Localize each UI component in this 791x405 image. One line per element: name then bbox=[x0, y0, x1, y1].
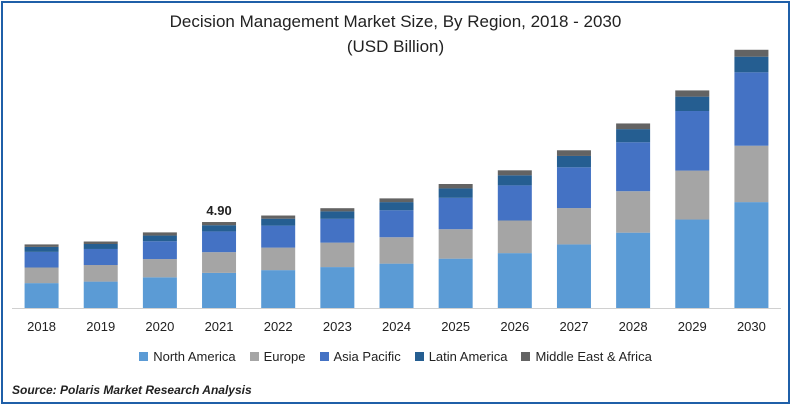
bar-2022-latin-america bbox=[261, 218, 296, 226]
legend-swatch bbox=[319, 352, 329, 361]
legend-swatch bbox=[414, 352, 424, 361]
legend-label: Latin America bbox=[428, 349, 508, 364]
x-tick-label: 2019 bbox=[86, 319, 115, 334]
data-label: 4.90 bbox=[206, 203, 231, 218]
bar-2025-asia-pacific bbox=[438, 197, 473, 230]
x-tick-label: 2027 bbox=[560, 319, 589, 334]
bar-2027-asia-pacific bbox=[556, 167, 591, 209]
bar-2020-middle-east-africa bbox=[142, 232, 177, 236]
x-tick-label: 2018 bbox=[27, 319, 56, 334]
bar-2021-asia-pacific bbox=[202, 231, 237, 253]
bar-2028-middle-east-africa bbox=[616, 123, 651, 130]
legend-item: Middle East & Africa bbox=[521, 349, 652, 364]
bar-2025-europe bbox=[438, 229, 473, 259]
bar-2025-middle-east-africa bbox=[438, 184, 473, 189]
bar-2029-latin-america bbox=[675, 96, 710, 112]
legend-label: Middle East & Africa bbox=[535, 349, 652, 364]
bar-2024-north-america bbox=[379, 263, 414, 308]
bar-2023-north-america bbox=[320, 267, 355, 308]
bar-2019-north-america bbox=[83, 281, 118, 308]
bar-2024-latin-america bbox=[379, 202, 414, 211]
bar-2025-latin-america bbox=[438, 188, 473, 198]
bar-2019-latin-america bbox=[83, 243, 118, 249]
bar-2019-middle-east-africa bbox=[83, 241, 118, 244]
bar-2026-europe bbox=[497, 220, 532, 254]
bar-2027-latin-america bbox=[556, 155, 591, 168]
bar-2030-middle-east-africa bbox=[734, 49, 769, 57]
bar-2019-europe bbox=[83, 265, 118, 282]
x-tick-label: 2023 bbox=[323, 319, 352, 334]
bar-2028-latin-america bbox=[616, 129, 651, 143]
legend-item: Asia Pacific bbox=[319, 349, 401, 364]
bar-2019-asia-pacific bbox=[83, 248, 118, 266]
bar-2029-europe bbox=[675, 170, 710, 220]
bar-2023-europe bbox=[320, 242, 355, 268]
bar-2018-north-america bbox=[24, 283, 59, 308]
x-tick-label: 2025 bbox=[441, 319, 470, 334]
bar-2020-north-america bbox=[142, 277, 177, 308]
bar-2024-asia-pacific bbox=[379, 210, 414, 238]
bar-2022-middle-east-africa bbox=[261, 215, 296, 219]
legend-label: Asia Pacific bbox=[333, 349, 401, 364]
legend-item: North America bbox=[139, 349, 236, 364]
bar-2024-europe bbox=[379, 237, 414, 264]
source-note: Source: Polaris Market Research Analysis bbox=[12, 383, 252, 397]
bar-2026-middle-east-africa bbox=[497, 170, 532, 176]
bar-2026-asia-pacific bbox=[497, 185, 532, 221]
bar-2027-north-america bbox=[556, 244, 591, 308]
bar-2020-latin-america bbox=[142, 235, 177, 242]
bar-2023-middle-east-africa bbox=[320, 208, 355, 212]
bar-2022-north-america bbox=[261, 270, 296, 308]
bar-2023-asia-pacific bbox=[320, 218, 355, 243]
legend-item: Latin America bbox=[414, 349, 508, 364]
bar-2018-middle-east-africa bbox=[24, 244, 59, 247]
x-tick-label: 2029 bbox=[678, 319, 707, 334]
legend-label: Europe bbox=[263, 349, 306, 364]
bar-2021-middle-east-africa bbox=[202, 222, 237, 226]
bar-2029-asia-pacific bbox=[675, 111, 710, 171]
bar-2018-latin-america bbox=[24, 246, 59, 252]
bar-2029-middle-east-africa bbox=[675, 90, 710, 97]
x-tick-label: 2026 bbox=[500, 319, 529, 334]
bar-2030-europe bbox=[734, 145, 769, 203]
bar-2020-europe bbox=[142, 259, 177, 278]
bar-2029-north-america bbox=[675, 219, 710, 308]
chart-legend: North America Europe Asia Pacific Latin Ame… bbox=[0, 349, 791, 364]
x-tick-label: 2022 bbox=[264, 319, 293, 334]
bar-2018-asia-pacific bbox=[24, 251, 59, 268]
legend-swatch bbox=[249, 352, 259, 361]
bar-2026-north-america bbox=[497, 253, 532, 308]
bar-2021-europe bbox=[202, 252, 237, 273]
bar-2021-latin-america bbox=[202, 225, 237, 232]
bar-2024-middle-east-africa bbox=[379, 198, 414, 203]
bar-2018-europe bbox=[24, 267, 59, 284]
bar-2023-latin-america bbox=[320, 211, 355, 219]
bar-2021-north-america bbox=[202, 272, 237, 308]
bar-2028-europe bbox=[616, 191, 651, 233]
bar-2026-latin-america bbox=[497, 175, 532, 186]
x-tick-label: 2020 bbox=[145, 319, 174, 334]
bar-2022-europe bbox=[261, 247, 296, 271]
chart-subtitle: (USD Billion) bbox=[346, 37, 445, 56]
legend-swatch bbox=[139, 352, 149, 361]
bar-2027-europe bbox=[556, 208, 591, 245]
bar-2028-north-america bbox=[616, 232, 651, 308]
chart-title: Decision Management Market Size, By Regi… bbox=[169, 12, 622, 31]
x-tick-label: 2030 bbox=[737, 319, 766, 334]
bar-2030-asia-pacific bbox=[734, 72, 769, 146]
x-tick-label: 2024 bbox=[382, 319, 411, 334]
x-tick-label: 2028 bbox=[619, 319, 648, 334]
bar-2030-north-america bbox=[734, 202, 769, 308]
legend-label: North America bbox=[153, 349, 236, 364]
bar-2020-asia-pacific bbox=[142, 241, 177, 260]
bar-2027-middle-east-africa bbox=[556, 150, 591, 156]
x-tick-label: 2021 bbox=[205, 319, 234, 334]
bar-2025-north-america bbox=[438, 258, 473, 308]
legend-item: Europe bbox=[249, 349, 306, 364]
legend-swatch bbox=[521, 352, 531, 361]
bar-2028-asia-pacific bbox=[616, 142, 651, 192]
bar-2030-latin-america bbox=[734, 56, 769, 73]
bar-2022-asia-pacific bbox=[261, 225, 296, 248]
